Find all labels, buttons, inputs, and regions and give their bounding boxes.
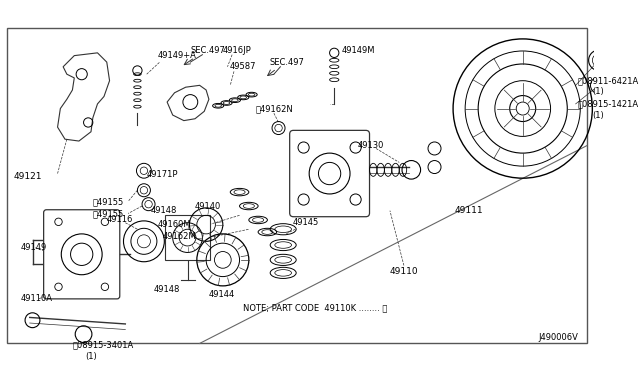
FancyBboxPatch shape <box>44 210 120 299</box>
Text: 49110A: 49110A <box>20 294 52 304</box>
Text: 49587: 49587 <box>229 62 256 71</box>
Text: J490006V: J490006V <box>538 333 579 342</box>
Text: 49149: 49149 <box>20 243 47 252</box>
Text: 49162M: 49162M <box>163 232 196 241</box>
Text: Ⓝ08911-6421A: Ⓝ08911-6421A <box>577 76 639 85</box>
Text: Ⓐ49155: Ⓐ49155 <box>93 197 124 206</box>
Text: 49130: 49130 <box>358 141 384 150</box>
Text: (1): (1) <box>85 352 97 361</box>
Text: 4916JP: 4916JP <box>223 45 252 55</box>
Text: 49116: 49116 <box>107 215 133 224</box>
Text: 49171P: 49171P <box>147 170 178 179</box>
Text: NOTE; PART CODE  49110K ........ Ⓐ: NOTE; PART CODE 49110K ........ Ⓐ <box>243 304 388 312</box>
Text: 49148: 49148 <box>153 285 180 294</box>
Text: 49149M: 49149M <box>342 45 375 55</box>
Text: Ⓐ49162N: Ⓐ49162N <box>255 104 293 113</box>
Text: Ⓝ08915-3401A: Ⓝ08915-3401A <box>72 341 134 350</box>
Text: 49140: 49140 <box>195 202 221 211</box>
Text: 49149+A: 49149+A <box>158 51 196 60</box>
Text: (1): (1) <box>593 87 604 96</box>
Text: Ⓟ08915-1421A: Ⓟ08915-1421A <box>577 99 639 108</box>
FancyBboxPatch shape <box>290 130 369 217</box>
FancyBboxPatch shape <box>165 215 210 260</box>
Text: SEC.497: SEC.497 <box>190 45 225 55</box>
Text: 49110: 49110 <box>390 266 419 276</box>
Text: (1): (1) <box>593 110 604 119</box>
Text: 49145: 49145 <box>292 218 319 227</box>
Text: 49160M: 49160M <box>158 220 191 229</box>
Text: SEC.497: SEC.497 <box>269 58 304 67</box>
Text: 49148: 49148 <box>150 206 177 215</box>
Text: Ⓐ49155: Ⓐ49155 <box>93 209 124 218</box>
Text: 49111: 49111 <box>455 206 484 215</box>
Text: 49121: 49121 <box>14 172 42 181</box>
Text: 49144: 49144 <box>209 290 235 299</box>
